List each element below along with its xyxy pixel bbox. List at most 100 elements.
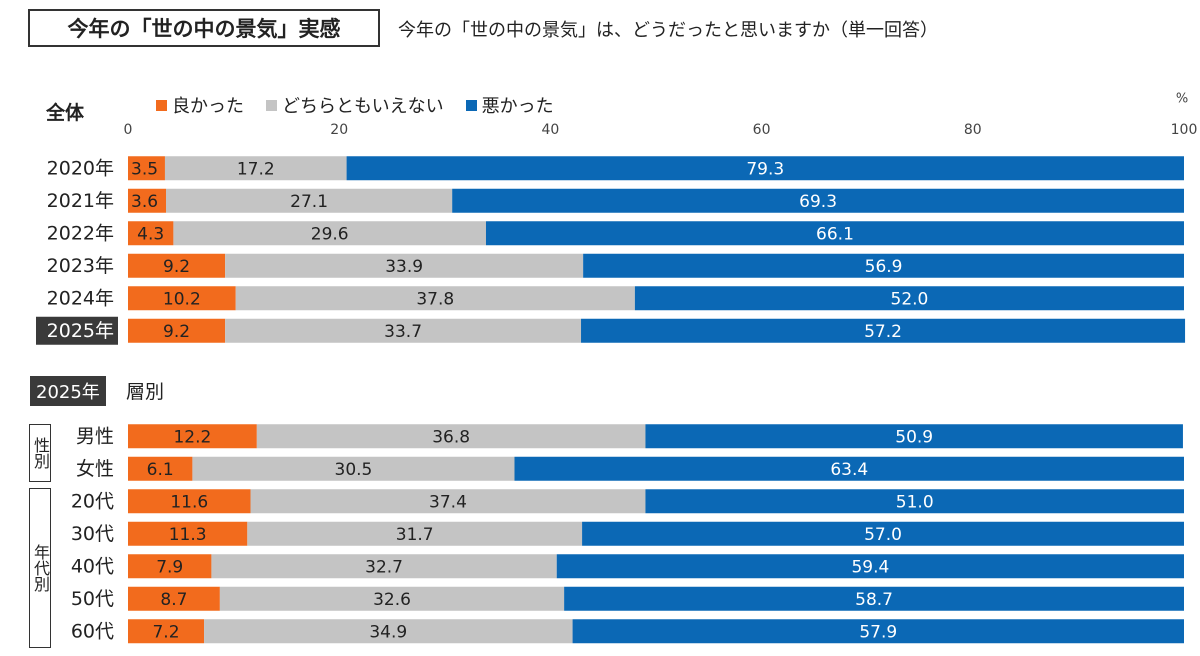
bar-segment-neutral xyxy=(256,424,646,449)
bar-segment-neutral xyxy=(192,456,515,481)
data-label-good: 8.7 xyxy=(160,590,187,610)
bar-segment-good xyxy=(128,586,220,611)
legend: 良かった どちらともいえない 悪かった xyxy=(156,92,554,118)
data-label-good: 11.6 xyxy=(170,492,208,512)
data-label-neutral: 37.4 xyxy=(429,492,467,512)
category-label: 女性 xyxy=(76,458,114,480)
data-label-bad: 58.7 xyxy=(855,590,893,610)
data-label-good: 3.5 xyxy=(131,159,158,179)
data-label-neutral: 17.2 xyxy=(237,159,275,179)
bar-segment-good xyxy=(128,521,248,546)
bar-segment-bad xyxy=(581,318,1186,343)
data-label-neutral: 27.1 xyxy=(290,192,328,212)
bar-segment-bad xyxy=(346,156,1184,181)
segment-section-label: 層別 xyxy=(126,381,165,403)
data-label-bad: 79.3 xyxy=(746,159,784,179)
overall-section-label: 全体 xyxy=(46,102,85,124)
data-label-good: 7.2 xyxy=(152,622,179,642)
bar-segment-neutral xyxy=(211,554,557,579)
bar-segment-good xyxy=(128,188,167,213)
category-label: 2020年 xyxy=(47,157,114,179)
x-tick-label: 80 xyxy=(964,122,982,138)
bar-segment-bad xyxy=(645,489,1184,514)
category-label: 50代 xyxy=(71,588,114,610)
highlight-label-bg xyxy=(36,316,118,345)
bar-segment-neutral xyxy=(219,586,565,611)
category-label: 20代 xyxy=(71,490,114,512)
data-label-neutral: 29.6 xyxy=(311,224,349,244)
data-label-neutral: 33.7 xyxy=(384,322,422,342)
legend-label-good: 良かった xyxy=(172,96,244,117)
x-tick-label: 20 xyxy=(330,122,348,138)
bar-segment-bad xyxy=(452,188,1184,213)
bar-segment-bad xyxy=(582,521,1184,546)
data-label-good: 9.2 xyxy=(163,257,190,277)
category-label: 2025年 xyxy=(47,320,114,342)
category-label: 60代 xyxy=(71,620,114,642)
legend-swatch-neutral xyxy=(266,99,277,111)
data-label-good: 7.9 xyxy=(156,557,183,577)
legend-item-bad: 悪かった xyxy=(465,92,554,118)
age-group-label: 年代別 xyxy=(31,544,50,592)
bar-segment-neutral xyxy=(235,286,635,311)
age-group-box: 年代別 xyxy=(29,488,51,648)
bar-segment-neutral xyxy=(166,188,453,213)
category-label: 30代 xyxy=(71,523,114,545)
bar-segment-bad xyxy=(572,619,1184,644)
data-label-neutral: 31.7 xyxy=(396,525,434,545)
data-label-bad: 51.0 xyxy=(896,492,934,512)
data-label-good: 11.3 xyxy=(169,525,207,545)
bar-segment-good xyxy=(128,554,212,579)
bar-segment-bad xyxy=(564,586,1184,611)
data-label-bad: 56.9 xyxy=(865,257,903,277)
category-label: 男性 xyxy=(76,425,114,447)
data-label-bad: 66.1 xyxy=(816,224,854,244)
segment-year-tag: 2025年 xyxy=(30,376,106,406)
bar-segment-bad xyxy=(485,221,1184,246)
data-label-neutral: 33.9 xyxy=(385,257,423,277)
data-label-good: 3.6 xyxy=(131,192,158,212)
data-label-neutral: 34.9 xyxy=(369,622,407,642)
bar-segment-neutral xyxy=(225,318,582,343)
bar-segment-good xyxy=(128,318,226,343)
category-label: 40代 xyxy=(71,555,114,577)
bar-segment-bad xyxy=(634,286,1184,311)
bar-segment-bad xyxy=(556,554,1184,579)
bar-segment-neutral xyxy=(247,521,583,546)
data-label-neutral: 37.8 xyxy=(416,289,454,309)
bar-segment-bad xyxy=(514,456,1184,481)
bar-segment-neutral xyxy=(204,619,573,644)
legend-label-neutral: どちらともいえない xyxy=(282,96,444,117)
bar-segment-good xyxy=(128,489,251,514)
bar-segment-neutral xyxy=(173,221,486,246)
category-label: 2021年 xyxy=(47,190,114,212)
bar-segment-neutral xyxy=(250,489,646,514)
gender-group-box: 性別 xyxy=(29,424,51,482)
data-label-bad: 69.3 xyxy=(799,192,837,212)
bar-segment-good xyxy=(128,156,165,181)
legend-swatch-bad xyxy=(465,99,477,111)
x-tick-label: 0 xyxy=(124,122,133,138)
data-label-neutral: 32.7 xyxy=(365,557,403,577)
legend-label-bad: 悪かった xyxy=(481,96,554,117)
bar-segment-good xyxy=(128,221,174,246)
data-label-bad: 57.2 xyxy=(864,322,902,342)
data-label-bad: 59.4 xyxy=(851,557,889,577)
data-label-good: 12.2 xyxy=(173,427,211,447)
data-label-bad: 50.9 xyxy=(895,427,933,447)
bar-segment-good xyxy=(128,253,226,278)
x-tick-label: 40 xyxy=(541,122,559,138)
data-label-bad: 52.0 xyxy=(891,289,929,309)
data-label-good: 4.3 xyxy=(137,224,164,244)
unit-label: % xyxy=(1176,92,1188,107)
bar-segment-bad xyxy=(645,424,1183,449)
data-label-good: 6.1 xyxy=(147,460,174,480)
data-label-neutral: 30.5 xyxy=(335,460,373,480)
bar-segment-neutral xyxy=(225,253,584,278)
data-label-bad: 57.9 xyxy=(859,622,897,642)
bar-segment-good xyxy=(128,286,236,311)
data-label-neutral: 36.8 xyxy=(432,427,470,447)
chart-title-box: 今年の「世の中の景気」実感 xyxy=(28,9,380,47)
category-label: 2024年 xyxy=(47,287,114,309)
category-label: 2023年 xyxy=(47,255,114,277)
